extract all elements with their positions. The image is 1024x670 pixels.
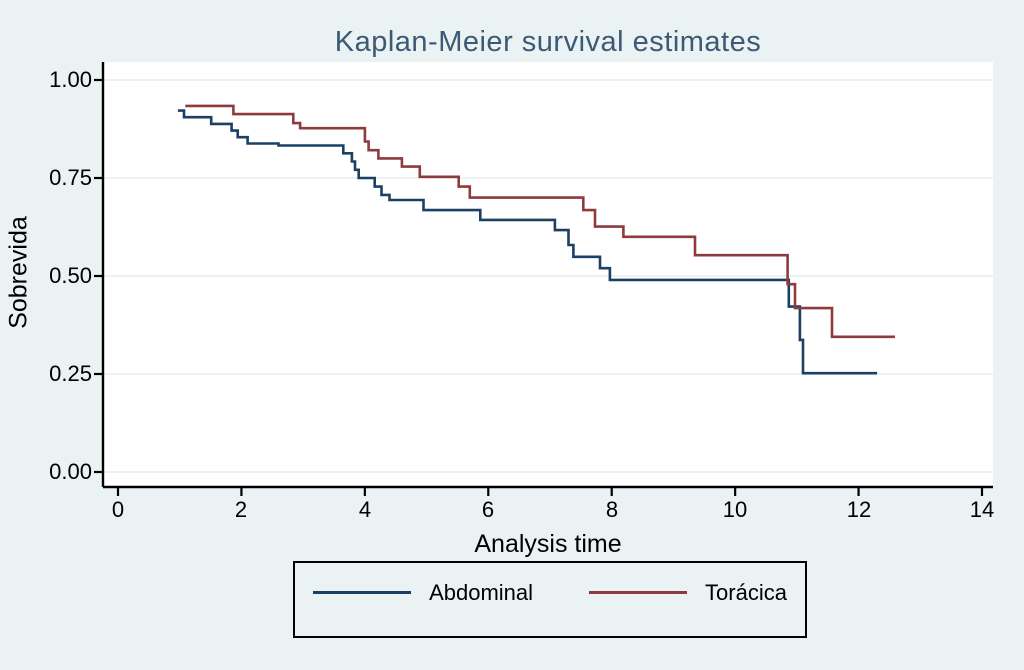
y-tick-label: 0.75 [49,165,92,190]
plot-area [103,62,993,487]
y-tick-label: 1.00 [49,67,92,92]
y-tick-label: 0.00 [49,459,92,484]
x-axis-title: Analysis time [474,530,622,558]
x-tick-label: 4 [358,497,372,522]
x-tick-label: 2 [234,497,248,522]
x-tick-label: 14 [969,497,995,522]
legend-label-abdominal: Abdominal [429,579,534,605]
legend-item-toracica: Torácica [589,580,787,606]
x-tick-label: 10 [722,497,748,522]
x-tick-label: 0 [111,497,125,522]
y-tick-label: 0.25 [49,361,92,386]
x-tick-label: 8 [605,497,619,522]
toracica-line-swatch [589,591,688,594]
legend-item-abdominal: Abdominal [313,580,533,606]
legend: Abdominal Torácica [293,561,807,638]
abdominal-line-swatch [313,591,412,594]
y-tick-label: 0.50 [49,263,92,288]
x-tick-label: 12 [846,497,872,522]
legend-label-toracica: Torácica [705,579,787,605]
x-tick-label: 6 [481,497,495,522]
chart-title: Kaplan-Meier survival estimates [334,26,762,58]
